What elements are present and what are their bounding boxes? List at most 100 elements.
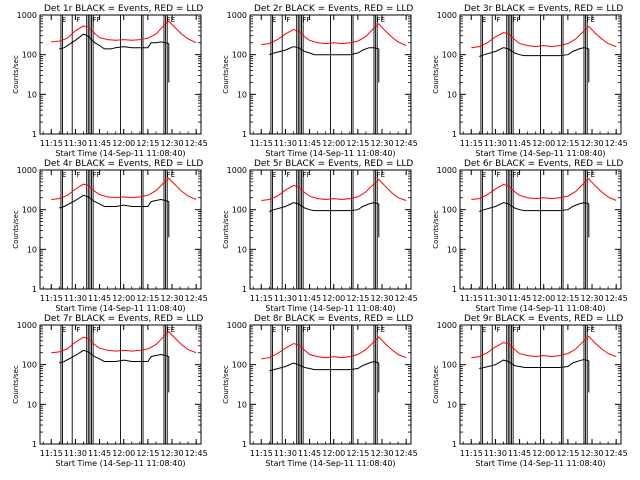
x-tick-label: 12:30 <box>580 449 603 458</box>
x-tick-label: 12:45 <box>605 294 628 303</box>
panel-title: Det 4r BLACK = Events, RED = LLD <box>44 159 203 169</box>
y-axis-label: Counts/sec <box>12 210 20 249</box>
y-tick-label: 1000 <box>17 166 37 175</box>
series-line <box>471 178 617 201</box>
x-tick-label: 11:30 <box>64 294 87 303</box>
flag-label: FF <box>93 16 101 24</box>
flag-label: FE <box>167 171 175 179</box>
y-tick-label: 100 <box>22 361 37 370</box>
y-tick-label: 100 <box>442 361 457 370</box>
flag-label: F <box>496 171 500 179</box>
x-tick-label: 12:30 <box>370 294 393 303</box>
x-tick-label: 11:45 <box>508 294 531 303</box>
flag-label: FF <box>303 16 311 24</box>
x-tick-label: 11:30 <box>484 449 507 458</box>
flag-label: FE <box>377 326 385 334</box>
y-axis-label: Counts/sec <box>432 210 440 249</box>
x-tick-label: 11:15 <box>250 449 273 458</box>
y-tick-label: 10 <box>447 245 457 254</box>
y-tick-label: 100 <box>442 51 457 60</box>
flag-label: FE <box>377 171 385 179</box>
x-tick-label: 11:45 <box>298 449 321 458</box>
flag-label: F <box>76 326 80 334</box>
x-tick-label: 12:00 <box>322 449 345 458</box>
x-tick-label: 12:45 <box>185 294 208 303</box>
x-tick-label: 12:15 <box>556 139 579 148</box>
x-tick-label: 12:30 <box>160 139 183 148</box>
x-tick-label: 12:15 <box>556 294 579 303</box>
x-tick-label: 11:30 <box>484 294 507 303</box>
x-tick-label: 11:15 <box>40 294 63 303</box>
y-axis-label: Counts/sec <box>432 55 440 94</box>
x-tick-label: 12:15 <box>346 139 369 148</box>
flag-label: FE <box>587 326 595 334</box>
flag-label: FF <box>513 326 521 334</box>
detector-panel: Det 5r BLACK = Events, RED = LLD 1 10 100 10… <box>222 159 418 313</box>
flag-label: E <box>482 16 486 24</box>
panel-title: Det 9r BLACK = Events, RED = LLD <box>464 314 623 324</box>
detector-panel: Det 9r BLACK = Events, RED = LLD 1 10 100 10… <box>432 314 628 468</box>
x-tick-label: 12:00 <box>532 139 555 148</box>
series-line <box>471 25 617 49</box>
x-tick-label: 12:45 <box>185 449 208 458</box>
series-line <box>269 360 379 372</box>
series-line <box>269 202 379 212</box>
panel-title: Det 6r BLACK = Events, RED = LLD <box>464 159 623 169</box>
x-tick-label: 11:45 <box>88 139 111 148</box>
y-tick-label: 10 <box>447 400 457 409</box>
x-tick-label: 11:15 <box>250 139 273 148</box>
series-line <box>261 336 407 360</box>
y-tick-label: 1000 <box>437 321 457 330</box>
y-tick-label: 1 <box>452 285 457 294</box>
y-tick-label: 1 <box>452 130 457 139</box>
x-tick-label: 11:30 <box>64 139 87 148</box>
x-tick-label: 12:45 <box>395 449 418 458</box>
detector-panel: Det 3r BLACK = Events, RED = LLD 1 10 100 10… <box>432 4 628 158</box>
y-tick-label: 1 <box>32 285 37 294</box>
y-tick-label: 10 <box>237 400 247 409</box>
series-line <box>51 330 197 354</box>
x-tick-label: 11:45 <box>88 294 111 303</box>
x-tick-label: 12:15 <box>136 449 159 458</box>
x-tick-label: 12:00 <box>322 139 345 148</box>
flag-label: F <box>76 171 80 179</box>
y-tick-label: 10 <box>237 90 247 99</box>
detector-panel: Det 7r BLACK = Events, RED = LLD 1 10 100 10… <box>12 314 208 468</box>
x-tick-label: 11:30 <box>484 139 507 148</box>
flag-label: F <box>286 171 290 179</box>
detector-panel: Det 1r BLACK = Events, RED = LLD 1 10 100 10… <box>12 4 208 158</box>
x-tick-label: 12:15 <box>346 294 369 303</box>
panel-title: Det 5r BLACK = Events, RED = LLD <box>254 159 413 169</box>
x-axis-label: Start Time (14-Sep-11 11:08:40) <box>55 459 185 468</box>
series-line <box>269 46 379 56</box>
x-tick-label: 12:15 <box>136 294 159 303</box>
series-line <box>59 349 169 364</box>
x-tick-label: 11:45 <box>88 449 111 458</box>
flag-label: FF <box>93 171 101 179</box>
series-line <box>471 335 617 359</box>
x-axis-label: Start Time (14-Sep-11 11:08:40) <box>265 304 395 313</box>
x-tick-label: 11:15 <box>40 449 63 458</box>
x-axis-label: Start Time (14-Sep-11 11:08:40) <box>475 304 605 313</box>
y-tick-label: 100 <box>22 206 37 215</box>
x-tick-label: 12:45 <box>605 139 628 148</box>
y-tick-label: 1 <box>32 440 37 449</box>
x-tick-label: 12:30 <box>370 449 393 458</box>
x-axis-label: Start Time (14-Sep-11 11:08:40) <box>55 149 185 158</box>
y-tick-label: 1000 <box>227 11 247 20</box>
series-line <box>479 358 589 369</box>
x-tick-label: 11:45 <box>298 139 321 148</box>
series-line <box>261 23 407 46</box>
y-tick-label: 1 <box>242 130 247 139</box>
x-tick-label: 12:30 <box>580 139 603 148</box>
y-tick-label: 1 <box>242 285 247 294</box>
y-tick-label: 10 <box>27 245 37 254</box>
detector-panel: Det 4r BLACK = Events, RED = LLD 1 10 100 10… <box>12 159 208 313</box>
flag-label: F <box>496 326 500 334</box>
x-tick-label: 12:00 <box>112 449 135 458</box>
y-tick-label: 100 <box>22 51 37 60</box>
x-tick-label: 12:30 <box>160 449 183 458</box>
panel-title: Det 3r BLACK = Events, RED = LLD <box>464 4 623 14</box>
flag-label: E <box>62 326 66 334</box>
